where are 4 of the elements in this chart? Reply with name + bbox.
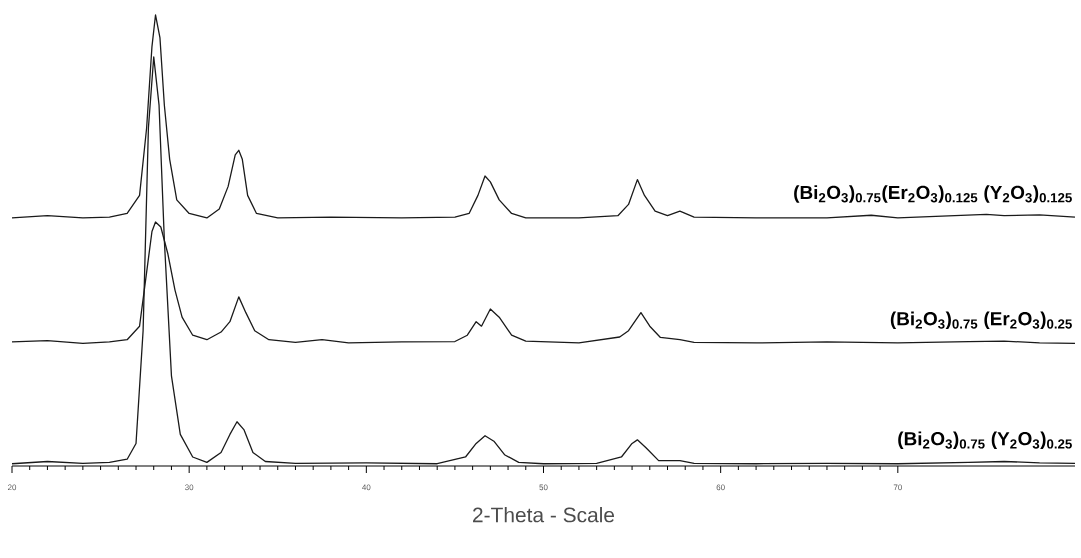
text: (Bi$_{2}$O$_{3}$)$_{0.75}$ (Y$_{2}$O$_{3}$)$_{0.25}$: [898, 431, 1072, 450]
text: (Bi$_{2}$O$_{3}$)$_{0.75}$ (Er$_{2}$O$_{3}$)$_{0.25}$: [890, 311, 1072, 330]
text: (Bi$_{2}$O$_{3}$)$_{0.75}$(Er$_{2}$O$_{3}$)$_{0.125}$ (Y$_{2}$O$_{3}$)$_{0.125}$: [794, 185, 1072, 203]
x-axis-title: 2-Theta - Scale: [473, 507, 615, 523]
